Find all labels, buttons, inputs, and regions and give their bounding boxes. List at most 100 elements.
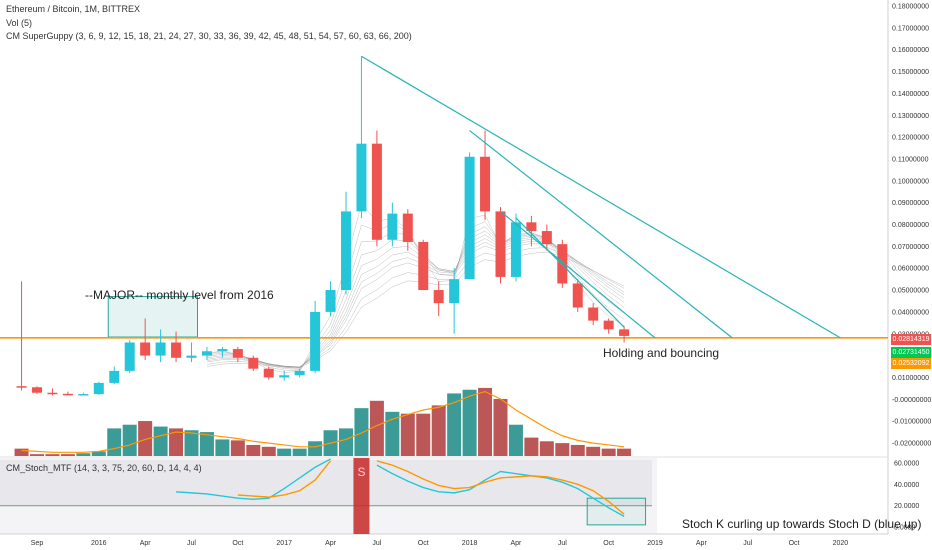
time-axis-tick: Oct xyxy=(789,540,800,547)
price-axis-tick: 0.16000000 xyxy=(892,47,929,54)
current-price-tag: 0.02731450 xyxy=(891,347,931,358)
volume-bar xyxy=(555,443,570,456)
time-axis-tick: Oct xyxy=(603,540,614,547)
candle-body xyxy=(140,342,151,356)
volume-bar xyxy=(199,432,214,456)
time-axis-tick: Apr xyxy=(696,540,708,547)
price-axis-tick: 0.18000000 xyxy=(892,4,929,11)
time-axis-tick: Apr xyxy=(325,540,337,547)
candle-body xyxy=(263,368,274,378)
stoch-k-line xyxy=(176,458,331,500)
candle-body xyxy=(310,311,321,371)
candle-body xyxy=(356,143,367,212)
volume-bar xyxy=(122,424,137,456)
trendline xyxy=(469,130,733,339)
holding-annotation: Holding and bouncing xyxy=(603,346,720,360)
candle-body xyxy=(155,342,166,356)
candle-body xyxy=(572,283,583,308)
price-axis-tick: -0.00000000 xyxy=(892,397,931,404)
candle-body xyxy=(186,355,197,358)
volume-bar xyxy=(416,413,431,456)
candle-body xyxy=(603,320,614,330)
volume-bar xyxy=(539,441,554,456)
price-axis-tick: 0.06000000 xyxy=(892,266,929,273)
volume-bar xyxy=(277,448,292,456)
key-level-price-tag: 0.02814319 xyxy=(891,334,931,345)
time-axis-tick: 2017 xyxy=(276,540,292,547)
candle-body xyxy=(248,357,259,369)
time-axis-tick: 2016 xyxy=(91,540,107,547)
candle-body xyxy=(279,375,290,378)
volume-indicator-label: Vol (5) xyxy=(6,18,33,28)
stoch-d-line xyxy=(376,460,625,515)
volume-bar xyxy=(385,411,400,456)
time-axis-tick: Sep xyxy=(31,540,44,547)
candle-body xyxy=(464,156,475,280)
candle-body xyxy=(124,342,135,371)
price-axis-tick: 0.09000000 xyxy=(892,200,929,207)
price-axis-tick: 0.15000000 xyxy=(892,69,929,76)
volume-bar xyxy=(246,444,261,456)
candle-body xyxy=(232,349,243,358)
volume-bar xyxy=(230,440,245,456)
trendline xyxy=(515,217,625,328)
stoch-annotation: Stoch K curling up towards Stoch D (blue… xyxy=(682,517,922,531)
volume-bar xyxy=(45,454,60,456)
volume-bar xyxy=(184,430,199,456)
volume-bar xyxy=(339,428,353,456)
candle-body xyxy=(109,370,120,383)
guppy-ma-line xyxy=(206,221,625,371)
candle-body xyxy=(93,382,104,395)
time-axis-tick: Apr xyxy=(140,540,152,547)
price-axis-tick: 0.04000000 xyxy=(892,309,929,316)
trendline xyxy=(361,55,841,339)
candle-body xyxy=(588,307,599,321)
candle-body xyxy=(217,349,228,352)
candle-body xyxy=(402,213,413,242)
volume-bar xyxy=(462,389,477,456)
candle-body xyxy=(341,211,351,291)
volume-bar xyxy=(601,448,616,456)
candle-body xyxy=(480,156,491,212)
volume-bar xyxy=(60,454,75,456)
candle-body xyxy=(78,394,89,396)
volume-bar xyxy=(308,441,323,456)
price-axis-tick: -0.02000000 xyxy=(892,441,931,448)
volume-bar xyxy=(76,453,91,456)
volume-ma-line xyxy=(21,390,625,453)
trendline xyxy=(500,210,656,339)
candle-body xyxy=(387,213,398,240)
major-level-annotation: --MAJOR-- monthly level from 2016 xyxy=(85,288,274,302)
volume-bar xyxy=(169,428,184,456)
candle-body xyxy=(418,241,429,291)
time-axis-tick: 2020 xyxy=(833,540,849,547)
volume-bar xyxy=(617,448,632,456)
candle-body xyxy=(541,231,552,245)
candle-body xyxy=(62,393,73,396)
candle-body xyxy=(47,392,58,395)
price-axis-tick: 0.11000000 xyxy=(892,156,929,163)
superguppy-indicator-label: CM SuperGuppy (3, 6, 9, 12, 15, 18, 21, … xyxy=(6,31,412,41)
major-level-zone xyxy=(107,296,198,338)
volume-bar xyxy=(586,446,601,456)
volume-bar xyxy=(493,398,508,456)
price-axis-tick: 0.01000000 xyxy=(892,375,929,382)
volume-bar xyxy=(107,428,122,456)
volume-bar xyxy=(14,448,29,456)
price-axis-tick: 0.12000000 xyxy=(892,135,929,142)
candle-body xyxy=(510,222,521,277)
stoch-signal-marker: S xyxy=(357,465,365,479)
time-axis-tick: Jul xyxy=(187,540,196,547)
volume-bar xyxy=(400,413,415,456)
candle-body xyxy=(201,351,212,356)
stoch-axis-tick: 20.0000 xyxy=(894,503,919,510)
price-axis-tick: -0.01000000 xyxy=(892,419,931,426)
candle-body xyxy=(433,290,444,304)
candle-body xyxy=(171,342,182,358)
stoch-indicator-label: CM_Stoch_MTF (14, 3, 3, 75, 20, 60, D, 1… xyxy=(6,463,202,473)
guppy-ma-line xyxy=(206,243,625,368)
time-axis-tick: Apr xyxy=(510,540,522,547)
candle-body xyxy=(619,329,630,336)
time-axis-tick: Jul xyxy=(372,540,381,547)
